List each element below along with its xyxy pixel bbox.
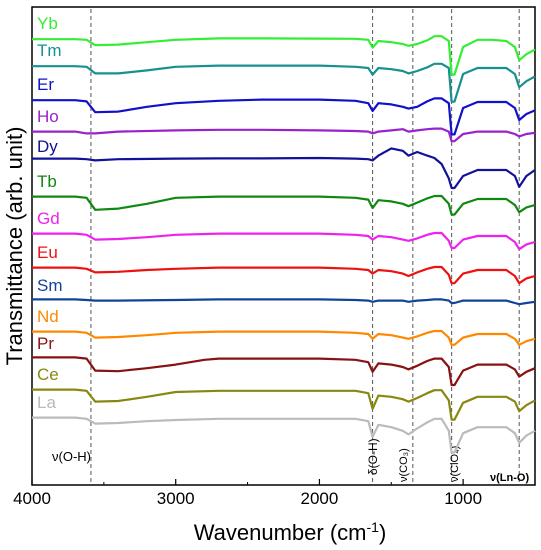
ref-line-label: δ(O-H) (366, 438, 380, 475)
series-line-nd (32, 329, 536, 346)
series-label-yb: Yb (37, 14, 58, 33)
series-label-tb: Tb (37, 172, 57, 191)
series-line-yb (32, 35, 536, 76)
x-tick-label: 3000 (157, 489, 195, 508)
series-label-eu: Eu (37, 243, 58, 262)
series-line-pr (32, 356, 536, 387)
series-label-la: La (37, 393, 56, 412)
series-line-ce (32, 388, 536, 421)
series-label-er: Er (37, 75, 54, 94)
plot-frame (31, 6, 536, 486)
ref-line-label: ν(O-H) (52, 449, 91, 464)
series-line-eu (32, 265, 536, 285)
series-group (32, 35, 536, 454)
series-line-er (32, 97, 536, 136)
y-axis-label: Transmittance (arb. unit) (2, 127, 27, 366)
x-axis-label: Wavenumber (cm-1) (194, 519, 387, 545)
series-labels: Yb Tm Er Ho Dy Tb Gd Eu Sm Nd Pr Ce La (37, 14, 63, 412)
series-line-ho (32, 127, 536, 143)
series-label-ho: Ho (37, 107, 59, 126)
series-label-sm: Sm (37, 276, 63, 295)
ref-line-label: ν(ClO₄) (449, 446, 461, 482)
ref-line-label: ν(Ln-O) (490, 472, 529, 484)
series-label-dy: Dy (37, 137, 58, 156)
series-line-dy (32, 147, 536, 190)
series-line-tm (32, 62, 536, 103)
series-label-ce: Ce (37, 365, 59, 384)
ref-line-label: ν(CO₃) (398, 448, 410, 482)
series-label-gd: Gd (37, 209, 60, 228)
series-line-tb (32, 194, 536, 216)
series-label-pr: Pr (37, 334, 54, 353)
x-tick-label: 1000 (444, 489, 482, 508)
x-axis: 4000 3000 2000 1000 (13, 479, 536, 508)
series-label-tm: Tm (37, 41, 62, 60)
series-line-sm (32, 298, 536, 306)
series-label-nd: Nd (37, 307, 59, 326)
x-tick-label: 4000 (13, 489, 51, 508)
series-line-gd (32, 231, 536, 251)
series-line-la (32, 416, 536, 454)
x-tick-label: 2000 (301, 489, 339, 508)
